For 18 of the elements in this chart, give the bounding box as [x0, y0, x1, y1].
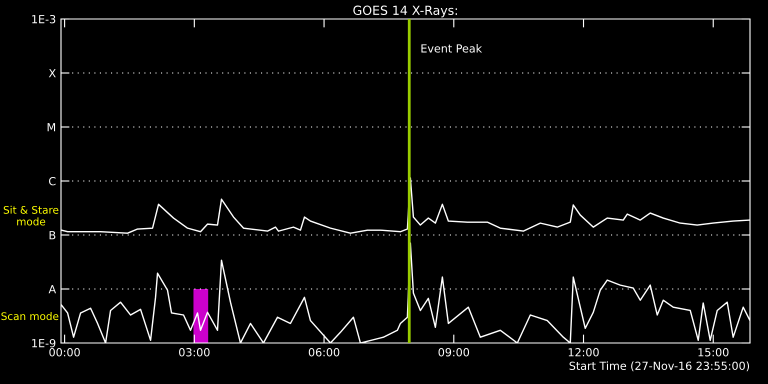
y-tick-label: 1E-3 — [32, 14, 56, 24]
x-tick-label: 03:00 — [179, 348, 210, 356]
x-tick-label: 09:00 — [438, 348, 470, 356]
y-tick-label: M — [48, 123, 56, 132]
text: Scan mode — [1, 312, 58, 320]
chart-title: GOES 14 X-Rays: — [353, 6, 457, 18]
text: Sit & Stare mode — [4, 206, 58, 226]
x-tick-label: 00:00 — [49, 348, 80, 356]
ref-line-label: Event Peak — [421, 44, 482, 53]
y-tick-label: 1E-9 — [32, 338, 56, 348]
x-tick-label: 15:00 — [698, 348, 729, 356]
y-tick-label: A — [48, 285, 56, 294]
y-tick-label: X — [48, 69, 56, 78]
x-tick-label: 12:00 — [568, 348, 599, 356]
x-axis-title: Start Time (27-Nov-16 23:55:00) — [570, 361, 750, 372]
y-tick-label: B — [50, 231, 56, 240]
x-tick-label: 06:00 — [308, 348, 340, 356]
y-tick-label: C — [49, 176, 56, 186]
